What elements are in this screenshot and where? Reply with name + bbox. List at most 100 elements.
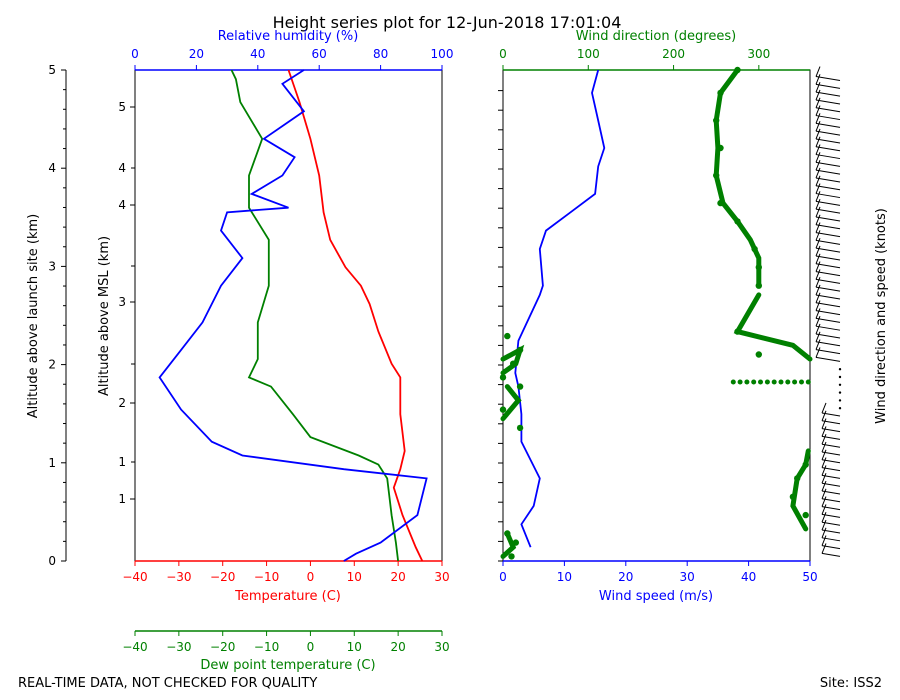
temperature-tick-label: −10 bbox=[254, 570, 279, 584]
wind-barb bbox=[815, 247, 841, 253]
wind-barb bbox=[815, 91, 841, 97]
wind-barb-flag bbox=[815, 261, 821, 272]
inner-y-tick-label: 4 bbox=[118, 161, 126, 175]
outer-y-tick-label: 2 bbox=[48, 358, 56, 372]
wind-speed-axis-label: Wind speed (m/s) bbox=[599, 589, 713, 604]
temperature-tick-label: −20 bbox=[210, 570, 235, 584]
wind-direction-point bbox=[771, 379, 777, 385]
wind-barb-flag bbox=[815, 128, 821, 140]
wind-barb-flag bbox=[815, 339, 821, 350]
wind-speed-tick-label: 30 bbox=[680, 570, 695, 584]
wind-barb-flag bbox=[815, 315, 821, 327]
wind-speed-tick-label: 50 bbox=[802, 570, 817, 584]
temperature-tick-label: 30 bbox=[434, 570, 449, 584]
wind-barb-flag bbox=[815, 300, 821, 311]
wind-barb-flag bbox=[821, 519, 827, 531]
wind-barb bbox=[815, 310, 841, 316]
wind-barb-calm bbox=[838, 406, 842, 410]
humidity-tick-label: 20 bbox=[189, 47, 204, 61]
wind-barb-flag bbox=[815, 97, 821, 108]
wind-barb-calm bbox=[838, 383, 842, 386]
wind-barb-calm bbox=[838, 375, 842, 379]
wind-barb bbox=[815, 169, 841, 175]
wind-barb-flag bbox=[815, 347, 821, 358]
wind-direction-tick-label: 0 bbox=[499, 47, 507, 61]
wind-direction-point bbox=[792, 379, 798, 385]
wind-barb bbox=[821, 451, 841, 456]
wind-barb bbox=[821, 443, 841, 448]
wind-barb bbox=[821, 513, 841, 518]
wind-direction-band bbox=[500, 384, 522, 422]
dewpoint-tick-label: 10 bbox=[347, 640, 362, 654]
wind-barb-flag bbox=[815, 89, 821, 101]
wind-barb bbox=[815, 193, 841, 199]
wind-barb bbox=[821, 482, 841, 487]
wind-barb bbox=[815, 356, 841, 362]
wind-barb-flag bbox=[815, 276, 821, 288]
wind-direction-point bbox=[799, 379, 804, 385]
wind-barb bbox=[821, 506, 841, 511]
series-line-wind-speed bbox=[514, 69, 606, 548]
site-label: Site: ISS2 bbox=[820, 676, 882, 691]
wind-direction-band bbox=[733, 292, 813, 362]
wind-barb bbox=[821, 498, 841, 503]
dewpoint-tick-label: −40 bbox=[122, 640, 147, 654]
wind-barb-flag bbox=[815, 245, 821, 257]
wind-barb bbox=[821, 428, 841, 433]
humidity-tick-label: 100 bbox=[431, 47, 454, 61]
wind-barb-flag bbox=[815, 167, 821, 179]
wind-barb-flag bbox=[815, 222, 821, 233]
quality-note: REAL-TIME DATA, NOT CHECKED FOR QUALITY bbox=[18, 676, 317, 691]
wind-speed-tick-label: 40 bbox=[741, 570, 756, 584]
wind-barb-flag bbox=[821, 410, 827, 421]
dewpoint-tick-label: −10 bbox=[254, 640, 279, 654]
wind-barb bbox=[815, 122, 841, 128]
humidity-tick-label: 80 bbox=[373, 47, 388, 61]
wind-barb bbox=[815, 333, 841, 339]
humidity-tick-label: 60 bbox=[312, 47, 327, 61]
wind-barb-flag bbox=[821, 473, 827, 484]
wind-direction-point bbox=[758, 379, 763, 385]
wind-barb-flag bbox=[821, 543, 827, 554]
wind-barb-flag bbox=[815, 120, 821, 132]
temperature-tick-label: 10 bbox=[347, 570, 362, 584]
dewpoint-tick-label: 20 bbox=[391, 640, 406, 654]
wind-panel: 0 10 20 30 40 50 0 100 200 300 Wind direction (de… bbox=[498, 29, 889, 604]
wind-direction-point bbox=[516, 383, 524, 390]
wind-barb bbox=[815, 99, 841, 105]
temperature-tick-label: −30 bbox=[166, 570, 191, 584]
wind-direction-tick-label: 300 bbox=[747, 47, 770, 61]
wind-barb bbox=[815, 294, 841, 300]
wind-barb-flag bbox=[815, 66, 821, 77]
wind-barb bbox=[815, 161, 841, 167]
wind-barb bbox=[815, 325, 841, 331]
outer-y-tick-label: 1 bbox=[48, 456, 56, 470]
temperature-tick-label: 20 bbox=[391, 570, 406, 584]
wind-direction-point bbox=[499, 406, 507, 413]
wind-barb-flag bbox=[821, 512, 827, 523]
wind-direction-point bbox=[737, 379, 743, 385]
wind-barb-flag bbox=[821, 434, 827, 445]
inner-y-tick-label: 1 bbox=[118, 492, 126, 506]
wind-barb bbox=[815, 130, 841, 136]
wind-barb-calm bbox=[838, 367, 842, 371]
wind-speed-tick-label: 20 bbox=[618, 570, 633, 584]
humidity-tick-label: 0 bbox=[131, 47, 139, 61]
wind-barb-flag bbox=[815, 253, 821, 264]
wind-barb bbox=[821, 412, 841, 417]
inner-y-tick-label: 3 bbox=[118, 295, 126, 309]
inner-y-tick-label: 1 bbox=[118, 455, 126, 469]
wind-barb bbox=[815, 271, 841, 277]
wind-barb-flag bbox=[815, 183, 821, 194]
wind-speed-tick-label: 0 bbox=[499, 570, 507, 584]
wind-barb bbox=[821, 420, 841, 425]
wind-barb-flag bbox=[821, 465, 827, 476]
wind-barb-flag bbox=[821, 488, 827, 499]
inner-y-label: Altitude above MSL (km) bbox=[97, 236, 112, 396]
wind-speed-tick-label: 10 bbox=[557, 570, 572, 584]
wind-barb-flag bbox=[821, 402, 827, 414]
wind-barb bbox=[815, 255, 841, 261]
wind-direction-band bbox=[500, 344, 525, 376]
wind-direction-point bbox=[730, 379, 736, 385]
